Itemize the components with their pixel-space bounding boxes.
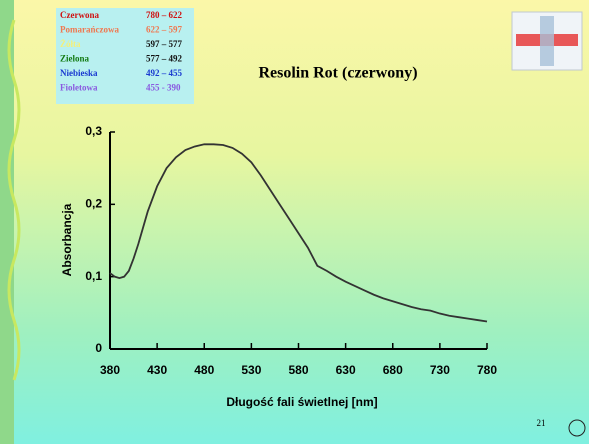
color-name: Żółta [60, 39, 81, 49]
side-decor [7, 19, 21, 381]
wavelength-range: 455 - 390 [146, 83, 181, 93]
y-tick-label: 0 [95, 341, 102, 355]
side-stripe [0, 0, 14, 444]
x-tick-label: 780 [477, 363, 497, 377]
x-tick-label: 730 [430, 363, 450, 377]
x-tick-label: 680 [383, 363, 403, 377]
chart-title: Resolin Rot (czerwony) [258, 65, 417, 82]
color-name: Czerwona [60, 10, 99, 20]
color-name: Zielona [60, 54, 90, 64]
nav-circle [568, 419, 586, 437]
data-line [109, 143, 488, 323]
page-number: 21 [537, 418, 546, 428]
y-axis-label: Absorbancja [60, 203, 74, 276]
prism-icon [511, 11, 583, 71]
wavelength-range: 780 – 622 [146, 10, 183, 20]
color-name: Niebieska [60, 68, 98, 78]
color-name: Pomarańczowa [60, 25, 119, 35]
wavelength-range: 597 – 577 [146, 39, 183, 49]
color-name: Fioletowa [60, 83, 98, 93]
x-tick-label: 580 [288, 363, 308, 377]
wavelength-range: 577 – 492 [146, 54, 183, 64]
x-tick-label: 630 [336, 363, 356, 377]
wavelength-range: 492 – 455 [146, 68, 183, 78]
x-tick-label: 530 [241, 363, 261, 377]
x-tick-label: 380 [100, 363, 120, 377]
wavelength-range: 622 – 597 [146, 25, 183, 35]
x-tick-label: 480 [194, 363, 214, 377]
x-axis-label: Długość fali świetlnej [nm] [226, 395, 377, 409]
y-tick-label: 0,1 [85, 269, 102, 283]
y-tick-label: 0,2 [85, 197, 102, 211]
x-tick-label: 430 [147, 363, 167, 377]
table-box [56, 8, 194, 104]
y-tick-label: 0,3 [85, 124, 102, 138]
